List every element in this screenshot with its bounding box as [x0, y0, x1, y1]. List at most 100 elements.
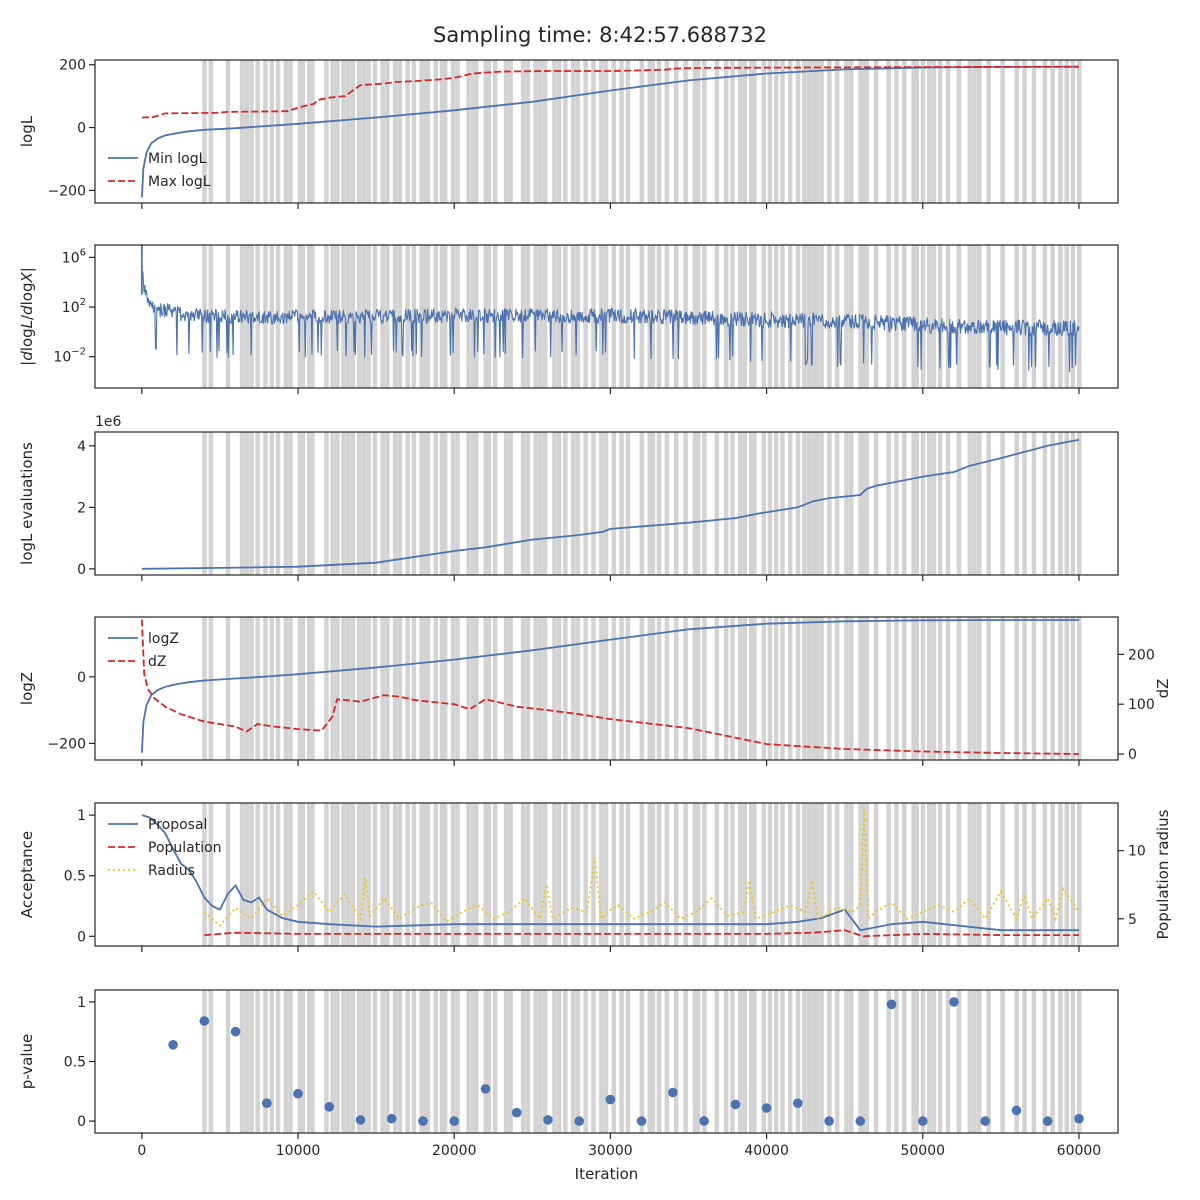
shaded-band-13	[300, 803, 306, 946]
shaded-band-97	[858, 245, 863, 388]
shaded-band-27	[385, 245, 390, 388]
shaded-band-75	[714, 60, 720, 203]
shaded-band-42	[474, 432, 479, 575]
shaded-band-53	[552, 60, 557, 203]
shaded-band-68	[656, 60, 662, 203]
shaded-band-25	[372, 990, 378, 1133]
shaded-band-33	[422, 990, 427, 1133]
shaded-band-14	[307, 990, 312, 1133]
shaded-band-24	[366, 803, 371, 946]
shaded-band-80	[749, 617, 754, 760]
axes-frame	[94, 244, 1119, 389]
shaded-band-103	[902, 245, 907, 388]
shaded-band-117	[1014, 432, 1019, 575]
shaded-band-79	[742, 617, 748, 760]
data-point-22	[855, 1116, 866, 1126]
shaded-band-62	[611, 803, 616, 946]
shaded-band-53	[552, 617, 557, 760]
shaded-band-2	[225, 432, 231, 575]
shaded-band-60	[599, 990, 604, 1133]
shaded-band-77	[730, 60, 735, 203]
series-line-1	[141, 619, 1080, 755]
shaded-band-83	[767, 803, 773, 946]
shaded-band-60	[599, 803, 604, 946]
x-tick-label-4: 40000	[744, 1143, 789, 1159]
shaded-band-66	[647, 990, 652, 1133]
shaded-band-102	[894, 432, 899, 575]
shaded-band-111	[956, 617, 962, 760]
y-axis-label: Acceptance	[18, 831, 36, 918]
shaded-band-115	[986, 432, 991, 575]
shaded-band-112	[967, 432, 973, 575]
shaded-band-67	[650, 990, 656, 1133]
shaded-band-14	[307, 432, 312, 575]
shaded-band-70	[674, 617, 679, 760]
shaded-band-29	[397, 803, 403, 946]
shaded-band-64	[625, 432, 631, 575]
shaded-band-6	[255, 617, 260, 760]
y-tick-label-1: 0	[77, 670, 86, 686]
shaded-band-5	[249, 617, 254, 760]
shaded-band-97	[858, 617, 863, 760]
shaded-band-35	[433, 803, 438, 946]
shaded-band-22	[356, 60, 362, 203]
shaded-band-96	[848, 432, 854, 575]
shaded-band-110	[945, 432, 951, 575]
shaded-band-81	[752, 990, 757, 1133]
shaded-band-97	[858, 990, 863, 1133]
x-tick-label-5: 50000	[900, 1143, 945, 1159]
shaded-band-72	[692, 432, 698, 575]
shaded-band-115	[986, 60, 991, 203]
shaded-band-7	[263, 990, 268, 1133]
shaded-band-28	[392, 803, 398, 946]
shaded-band-24	[366, 432, 371, 575]
shaded-band-110	[945, 803, 951, 946]
y2-tick-label-1: 100	[1128, 697, 1155, 713]
shaded-band-24	[366, 990, 371, 1133]
shaded-band-56	[570, 432, 576, 575]
shaded-band-116	[1000, 432, 1005, 575]
legend-entry-1: Max logL	[148, 174, 211, 190]
shaded-band-30	[405, 990, 410, 1133]
shaded-band-115	[986, 245, 991, 388]
shaded-band-92	[819, 990, 824, 1133]
shaded-band-54	[556, 990, 562, 1133]
shaded-band-62	[611, 60, 616, 203]
shaded-band-68	[656, 617, 662, 760]
shaded-band-121	[1050, 990, 1055, 1133]
data-point-16	[668, 1087, 678, 1098]
shaded-band-74	[702, 432, 707, 575]
shaded-band-55	[563, 990, 568, 1133]
shaded-band-81	[752, 617, 757, 760]
shaded-band-28	[392, 990, 398, 1133]
shaded-band-91	[814, 803, 820, 946]
shaded-band-19	[341, 60, 346, 203]
shaded-band-31	[411, 245, 417, 388]
data-point-25	[949, 997, 959, 1007]
y-tick-label-0: 0	[77, 562, 86, 578]
shaded-band-84	[774, 245, 779, 388]
shaded-band-91	[814, 990, 820, 1133]
shaded-band-61	[603, 990, 609, 1133]
shaded-band-117	[1014, 60, 1019, 203]
shaded-band-44	[486, 803, 492, 946]
shaded-band-27	[385, 803, 390, 946]
shaded-band-10	[283, 990, 288, 1133]
shaded-band-28	[392, 617, 398, 760]
shaded-band-58	[583, 432, 588, 575]
shaded-band-69	[664, 245, 670, 388]
shaded-band-50	[533, 432, 538, 575]
shaded-band-43	[483, 990, 488, 1133]
shaded-band-40	[466, 803, 471, 946]
shaded-band-56	[570, 617, 576, 760]
derivative-series-line	[142, 271, 1080, 373]
shaded-band-96	[848, 990, 854, 1133]
shaded-band-77	[730, 245, 735, 388]
shaded-band-112	[967, 245, 973, 388]
shaded-band-41	[471, 245, 476, 388]
data-point-9	[449, 1116, 460, 1126]
shaded-band-63	[619, 432, 624, 575]
shaded-band-67	[650, 803, 656, 946]
shaded-band-30	[405, 60, 410, 203]
shaded-band-18	[335, 60, 340, 203]
